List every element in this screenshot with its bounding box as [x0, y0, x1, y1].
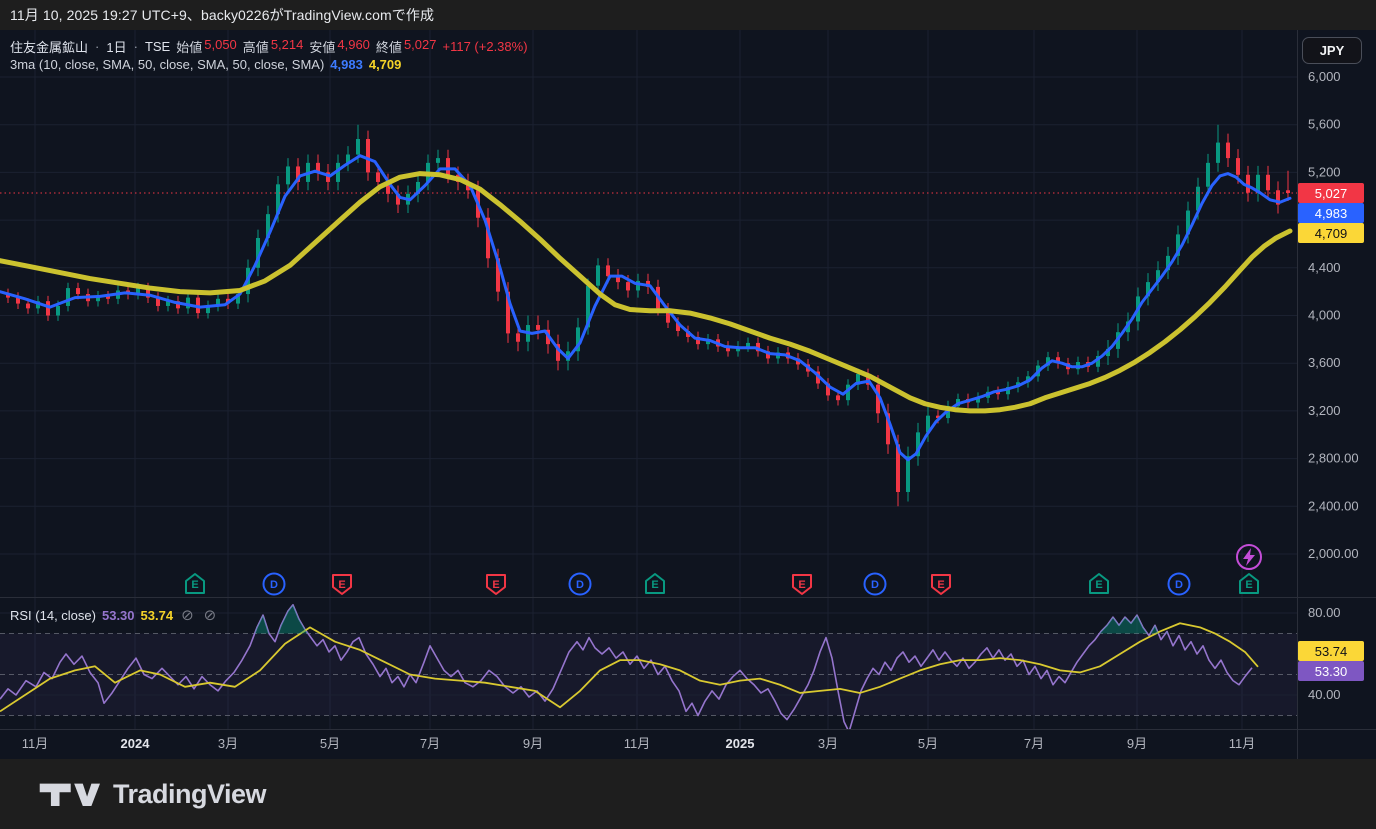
time-tick-label: 3月: [818, 736, 838, 751]
last-price-badge: 5,027: [1298, 183, 1364, 203]
svg-text:D: D: [871, 579, 879, 591]
tradingview-logo-icon[interactable]: [38, 779, 100, 809]
rsi-tick-label: 40.00: [1308, 687, 1341, 702]
earnings-up-marker[interactable]: E: [1240, 574, 1258, 593]
symbol-title[interactable]: 住友金属鉱山: [10, 37, 88, 56]
svg-text:E: E: [191, 579, 198, 591]
price-tick-label: 2,400.00: [1308, 498, 1359, 513]
svg-text:E: E: [798, 579, 805, 591]
earnings-up-marker[interactable]: E: [646, 574, 664, 593]
ma-legend: 3ma (10, close, SMA, 50, close, SMA, 50,…: [10, 57, 401, 72]
rsi-main-value: 53.30: [102, 608, 135, 623]
svg-text:D: D: [1175, 579, 1183, 591]
change-value: +117 (+2.38%): [442, 39, 527, 54]
price-tick-label: 6,000: [1308, 69, 1341, 84]
dividend-marker[interactable]: D: [570, 574, 591, 595]
rsi-legend: RSI (14, close) 53.30 53.74 ⊘ ⊘: [10, 608, 218, 623]
symbol-exchange: TSE: [145, 39, 170, 54]
rsi-tick-label: 80.00: [1308, 605, 1341, 620]
time-tick-label: 7月: [1024, 736, 1044, 751]
hide-indicator-icon[interactable]: ⊘: [179, 608, 196, 623]
price-tick-label: 4,400: [1308, 260, 1341, 275]
time-tick-label: 7月: [420, 736, 440, 751]
sma-slow-badge: 4,709: [1298, 223, 1364, 243]
svg-text:E: E: [937, 579, 944, 591]
time-tick-label: 9月: [523, 736, 543, 751]
legend-separator: ·: [94, 39, 100, 54]
earnings-up-marker[interactable]: E: [186, 574, 204, 593]
attribution-text: 11月 10, 2025 19:27 UTC+9、backy0226がTradi…: [10, 5, 434, 25]
svg-text:E: E: [1095, 579, 1102, 591]
rsi-main-badge: 53.30: [1298, 661, 1364, 681]
time-tick-label: 2024: [121, 736, 151, 751]
earnings-up-marker[interactable]: E: [1090, 574, 1108, 593]
price-tick-label: 3,200: [1308, 403, 1341, 418]
sma-fast-badge: 4,983: [1298, 203, 1364, 223]
price-tick-label: 2,800.00: [1308, 451, 1359, 466]
time-tick-label: 5月: [918, 736, 938, 751]
svg-text:E: E: [1245, 579, 1252, 591]
time-tick-label: 2025: [726, 736, 755, 751]
time-tick-label: 9月: [1127, 736, 1147, 751]
tradingview-wordmark[interactable]: TradingView: [113, 779, 266, 810]
svg-text:D: D: [270, 579, 278, 591]
svg-text:D: D: [576, 579, 584, 591]
attribution-bar: 11月 10, 2025 19:27 UTC+9、backy0226がTradi…: [0, 0, 1376, 30]
chart-region: 6,000 5,600 5,200 4,400 4,000 3,600 3,200 2,800…: [0, 30, 1376, 759]
price-tick-label: 3,600: [1308, 355, 1341, 370]
rsi-smooth-badge: 53.74: [1298, 641, 1364, 661]
chart-canvas[interactable]: 6,000 5,600 5,200 4,400 4,000 3,600 3,200 2,800…: [0, 30, 1376, 759]
time-tick-label: 11月: [22, 736, 49, 751]
svg-text:E: E: [492, 579, 499, 591]
ohlc-open: 始値 5,050: [176, 37, 237, 56]
dividend-marker[interactable]: D: [1169, 574, 1190, 595]
symbol-interval[interactable]: 1日: [106, 37, 126, 56]
earnings-down-marker[interactable]: E: [932, 575, 950, 594]
ohlc-low: 安値 4,960: [309, 37, 370, 56]
price-tick-label: 2,000.00: [1308, 546, 1359, 561]
earnings-down-marker[interactable]: E: [487, 575, 505, 594]
dividend-marker[interactable]: D: [264, 574, 285, 595]
time-tick-label: 11月: [1229, 736, 1256, 751]
earnings-down-marker[interactable]: E: [333, 575, 351, 594]
legend-separator: ·: [133, 39, 139, 54]
svg-text:E: E: [338, 579, 345, 591]
price-tick-label: 5,600: [1308, 117, 1341, 132]
dividend-marker[interactable]: D: [865, 574, 886, 595]
ma-slow-value: 4,709: [369, 57, 402, 72]
ma-fast-value: 4,983: [330, 57, 363, 72]
lightning-icon[interactable]: [1237, 545, 1261, 569]
currency-button[interactable]: JPY: [1302, 37, 1362, 64]
rsi-legend-label[interactable]: RSI (14, close): [10, 608, 96, 623]
rsi-smooth-value: 53.74: [141, 608, 174, 623]
time-tick-label: 5月: [320, 736, 340, 751]
symbol-legend: 住友金属鉱山 · 1日 · TSE 始値 5,050 高値 5,214 安値 4…: [10, 37, 528, 56]
footer-bar: TradingView: [0, 759, 1376, 829]
price-tick-label: 4,000: [1308, 308, 1341, 323]
ma-legend-label[interactable]: 3ma (10, close, SMA, 50, close, SMA, 50,…: [10, 57, 324, 72]
earnings-down-marker[interactable]: E: [793, 575, 811, 594]
price-tick-label: 5,200: [1308, 164, 1341, 179]
ohlc-close: 終値 5,027: [376, 37, 437, 56]
ohlc-high: 高値 5,214: [243, 37, 304, 56]
svg-text:E: E: [651, 579, 658, 591]
time-tick-label: 11月: [624, 736, 651, 751]
time-tick-label: 3月: [218, 736, 238, 751]
hide-indicator-icon[interactable]: ⊘: [202, 608, 219, 623]
